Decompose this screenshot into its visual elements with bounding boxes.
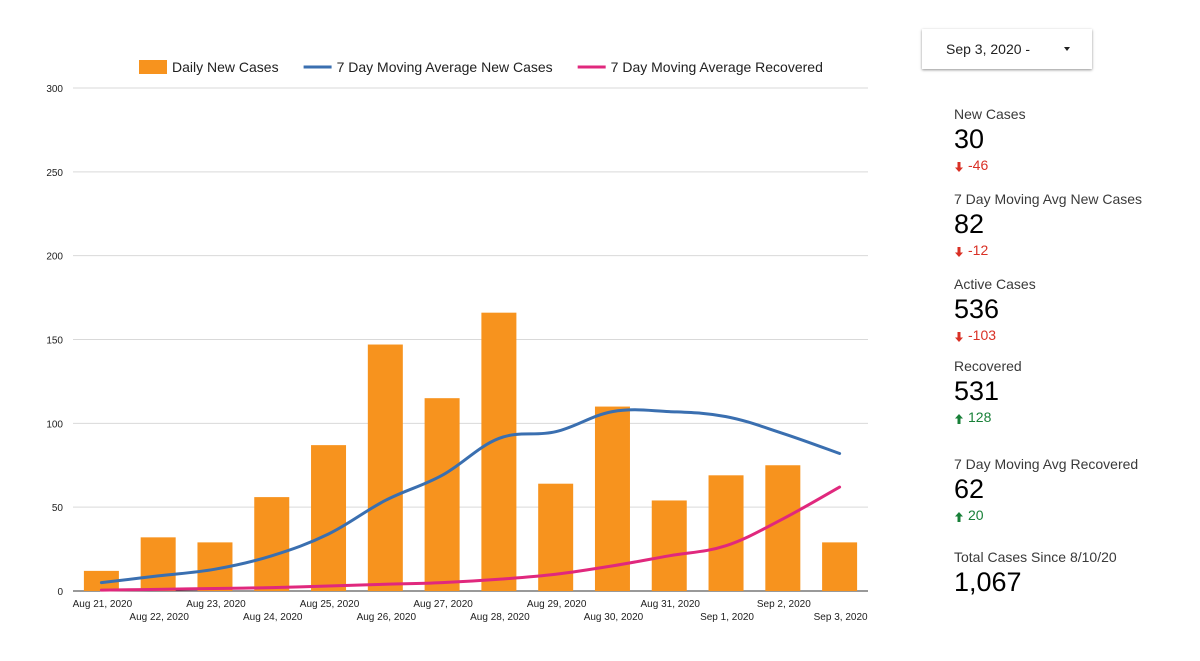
bar (254, 497, 290, 591)
bar (651, 500, 687, 591)
scorecard-delta-value: 20 (968, 507, 984, 523)
cases-chart: Daily New Cases 7 Day Moving Average New … (46, 59, 868, 623)
scorecard-active-cases: Active Cases 536 -103 (954, 276, 1184, 344)
x-tick-label: Aug 24, 2020 (243, 612, 303, 623)
scorecard-recovered: Recovered 531 128 (954, 358, 1184, 426)
y-tick-label: 150 (46, 336, 63, 347)
scorecard-delta-value: -12 (968, 242, 989, 258)
x-tick-label: Aug 25, 2020 (300, 599, 360, 610)
y-tick-label: 50 (52, 503, 64, 514)
scorecard-label: Total Cases Since 8/10/20 (954, 549, 1117, 565)
bar (481, 312, 517, 591)
scorecard-delta: 20 (954, 507, 1184, 524)
scorecard-value: 536 (954, 294, 1000, 324)
arrow-down-icon (954, 331, 964, 343)
x-tick-label: Aug 21, 2020 (73, 599, 133, 610)
date-range-label: Sep 3, 2020 - (946, 41, 1031, 57)
y-tick-label: 250 (46, 168, 63, 179)
x-tick-label: Aug 27, 2020 (413, 599, 473, 610)
scorecard-delta: 128 (954, 409, 1184, 426)
y-tick-label: 200 (46, 252, 63, 263)
caret-down-icon[interactable] (1064, 47, 1070, 51)
legend-label: 7 Day Moving Average Recovered (611, 59, 823, 75)
scorecard-7day-avg-new-cases: 7 Day Moving Avg New Cases 82 -12 (954, 191, 1184, 259)
arrow-down-icon (954, 246, 964, 258)
x-tick-label: Sep 2, 2020 (757, 599, 811, 610)
bar (140, 537, 176, 591)
date-range-picker[interactable]: Sep 3, 2020 - (922, 29, 1092, 69)
bar-series (83, 312, 858, 591)
bar (424, 398, 460, 591)
bar (708, 475, 744, 591)
scorecard-value: 62 (954, 474, 985, 504)
scorecard-value: 82 (954, 209, 985, 239)
arrow-down-icon (954, 161, 964, 173)
bar (822, 542, 858, 591)
bar (765, 465, 801, 591)
scorecard-delta-value: 128 (968, 409, 992, 425)
x-tick-label: Aug 30, 2020 (584, 612, 644, 623)
scorecard-label: New Cases (954, 106, 1026, 122)
x-tick-label: Sep 3, 2020 (814, 612, 868, 623)
legend-label: Daily New Cases (172, 59, 279, 75)
series-line (99, 485, 842, 592)
scorecard-delta-value: -103 (968, 327, 997, 343)
scorecard-7day-avg-recovered: 7 Day Moving Avg Recovered 62 20 (954, 456, 1184, 524)
line-series (99, 408, 842, 592)
bar (367, 344, 403, 591)
arrow-up-icon (954, 413, 964, 425)
legend-label: 7 Day Moving Average New Cases (337, 59, 553, 75)
x-tick-label: Aug 28, 2020 (470, 612, 530, 623)
legend-swatch (139, 60, 167, 74)
scorecard-total-cases: Total Cases Since 8/10/20 1,067 (954, 549, 1184, 597)
scorecard-label: Active Cases (954, 276, 1036, 292)
scorecard-delta-value: -46 (968, 157, 989, 173)
scorecard-label: Recovered (954, 358, 1022, 374)
x-tick-label: Sep 1, 2020 (700, 612, 754, 623)
y-tick-label: 100 (46, 419, 63, 430)
x-tick-label: Aug 26, 2020 (357, 612, 417, 623)
chart-gridlines (73, 87, 868, 592)
bar (83, 570, 119, 591)
x-axis: Aug 21, 2020 Aug 22, 2020 Aug 23, 2020 Aug … (73, 599, 868, 623)
y-tick-label: 0 (57, 587, 63, 598)
series-line (99, 408, 842, 585)
scorecard-label: 7 Day Moving Avg Recovered (954, 456, 1139, 472)
y-tick-label: 300 (46, 84, 63, 95)
chart-legend: Daily New Cases 7 Day Moving Average New … (139, 59, 823, 75)
scorecard-delta: -12 (954, 242, 1184, 259)
scorecard-delta: -46 (954, 157, 1184, 174)
scorecard-value: 30 (954, 124, 985, 154)
scorecard-value: 1,067 (954, 567, 1022, 597)
scorecard-delta: -103 (954, 327, 1184, 344)
scorecard-new-cases: New Cases 30 -46 (954, 106, 1184, 174)
bar (594, 406, 630, 591)
y-axis: 0 50 100 150 200 250 300 (46, 84, 63, 598)
x-tick-label: Aug 31, 2020 (641, 599, 701, 610)
arrow-up-icon (954, 511, 964, 523)
scorecard-label: 7 Day Moving Avg New Cases (954, 191, 1143, 207)
bar (311, 445, 347, 591)
x-tick-label: Aug 22, 2020 (129, 612, 189, 623)
scorecard-value: 531 (954, 376, 1000, 406)
x-tick-label: Aug 29, 2020 (527, 599, 587, 610)
x-tick-label: Aug 23, 2020 (186, 599, 246, 610)
